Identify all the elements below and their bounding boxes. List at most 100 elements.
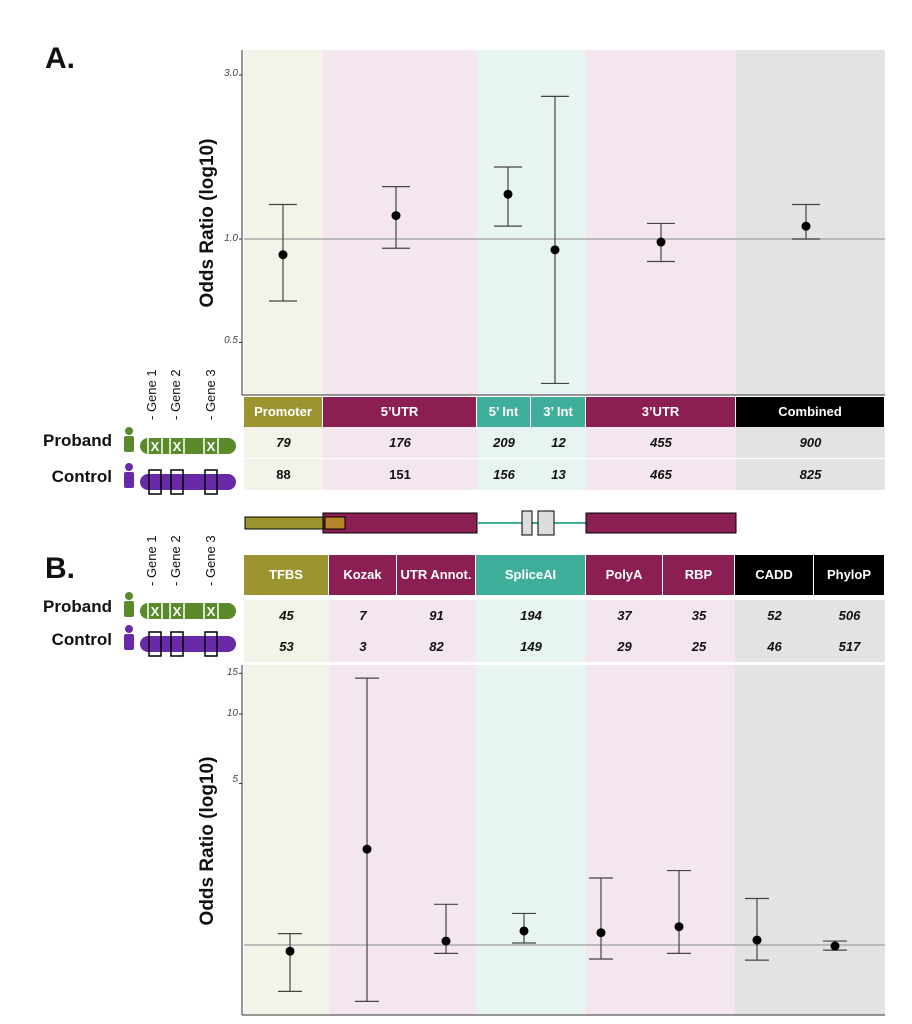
panel-b-point <box>285 946 295 956</box>
a-control-label: Control <box>51 467 112 486</box>
panel-b-band <box>476 665 586 1015</box>
b-proband-tfbs: 45 <box>244 600 329 631</box>
panel-a-proband-icon <box>125 427 133 435</box>
panel-b-control-gene-box <box>170 631 184 657</box>
a-proband-3utr: 455 <box>586 427 736 458</box>
panel-b-point <box>519 926 529 936</box>
panel-b-control-icon <box>125 625 133 633</box>
b-control-cadd: 46 <box>735 631 814 662</box>
panel-b-point <box>752 935 762 945</box>
panel-a-point <box>656 237 666 247</box>
b-control-polya: 29 <box>586 631 663 662</box>
a-proband-5utr: 176 <box>323 427 477 458</box>
panel-b-label: B. <box>45 552 75 585</box>
b-proband-kozak: 7 <box>329 600 397 631</box>
header-spliceai: SpliceAI <box>476 555 586 595</box>
b-gene-1-label: - Gene 1 <box>144 535 159 586</box>
a-proband-promoter: 79 <box>244 427 323 458</box>
panel-b-control-gene-box <box>204 631 218 657</box>
a-control-5int: 156 <box>477 459 531 490</box>
b-control-spliceai: 149 <box>476 631 586 662</box>
panel-b-point <box>441 936 451 946</box>
b-proband-utr-annot: 91 <box>397 600 476 631</box>
a-control-promoter: 88 <box>244 459 323 490</box>
panel-a-control-gene-box <box>148 469 162 495</box>
panel-a-label: A. <box>45 42 75 75</box>
panel-b-variant-x-icon: X <box>173 604 182 619</box>
a-proband-label: Proband <box>43 431 112 450</box>
panel-b-proband-gene-box <box>169 601 185 621</box>
header-5utr: 5’UTR <box>323 397 477 427</box>
schematic-kozak <box>324 516 346 530</box>
panel-b-variant-x-icon: X <box>207 604 216 619</box>
panel-a-variant-x-icon: X <box>173 439 182 454</box>
a-control-5utr: 151 <box>323 459 477 490</box>
panel-a-proband-gene-box <box>169 436 185 456</box>
panel-b-band <box>735 665 885 1015</box>
a-proband-5int: 209 <box>477 427 531 458</box>
panel-a-point <box>503 189 513 199</box>
b-proband-phylop: 506 <box>814 600 885 631</box>
b-proband-polya: 37 <box>586 600 663 631</box>
header-tfbs: TFBS <box>244 555 329 595</box>
schematic-5utr <box>322 512 478 534</box>
panel-a-variant-x-icon: X <box>151 439 160 454</box>
panel-b-control-chromosome <box>140 636 236 652</box>
b-control-tfbs: 53 <box>244 631 329 662</box>
header-3utr: 3’UTR <box>586 397 736 427</box>
b-control-phylop: 517 <box>814 631 885 662</box>
panel-a-control-gene-box <box>204 469 218 495</box>
panel-b-point <box>596 928 606 938</box>
panel-b-proband-gene-box <box>203 601 219 621</box>
panel-a-proband-gene-box <box>147 436 163 456</box>
panel-a-ytick: 0.5 <box>224 335 238 346</box>
a-control-3utr: 465 <box>586 459 736 490</box>
b-control-kozak: 3 <box>329 631 397 662</box>
panel-a-point <box>391 211 401 221</box>
schematic-promoter <box>244 516 324 530</box>
panel-a-band <box>586 50 736 395</box>
panel-b-point <box>674 922 684 932</box>
header-5int: 5’ Int <box>477 397 531 427</box>
panel-b-band <box>329 665 476 1015</box>
panel-b-proband-icon <box>124 601 134 617</box>
panel-b-ytick: 15 <box>226 667 238 678</box>
b-control-rbp: 25 <box>663 631 735 662</box>
panel-a-point <box>550 245 560 255</box>
panel-a-control-gene-box <box>170 469 184 495</box>
panel-b-ytick: 5 <box>232 774 238 785</box>
b-proband-rbp: 35 <box>663 600 735 631</box>
panel-a-point <box>278 250 288 260</box>
header-polya: PolyA <box>586 555 663 595</box>
b-proband-cadd: 52 <box>735 600 814 631</box>
b-proband-spliceai: 194 <box>476 600 586 631</box>
b-gene-2-label: - Gene 2 <box>168 535 183 586</box>
b-control-label: Control <box>51 630 112 649</box>
panel-b-proband-gene-box <box>147 601 163 621</box>
panel-a-ylabel: Odds Ratio (log10) <box>197 138 218 308</box>
panel-b-control-icon <box>124 634 134 650</box>
panel-b-point <box>830 941 840 951</box>
panel-a-proband-chromosome <box>140 438 236 454</box>
a-gene-3-label: - Gene 3 <box>203 369 218 420</box>
panel-b-point <box>362 844 372 854</box>
panel-a-control-chromosome <box>140 474 236 490</box>
panel-b-ytick: 10 <box>226 708 238 719</box>
header-kozak: Kozak <box>329 555 397 595</box>
b-proband-label: Proband <box>43 597 112 616</box>
a-proband-3int: 12 <box>531 427 586 458</box>
header-rbp: RBP <box>663 555 735 595</box>
panel-a-control-icon <box>124 472 134 488</box>
a-gene-1-label: - Gene 1 <box>144 369 159 420</box>
panel-a-band <box>323 50 477 395</box>
a-gene-2-label: - Gene 2 <box>168 369 183 420</box>
panel-b-proband-chromosome <box>140 603 236 619</box>
panel-a-control-icon <box>125 463 133 471</box>
panel-b-variant-x-icon: X <box>151 604 160 619</box>
panel-a-ytick: 3.0 <box>224 68 238 79</box>
schematic-splice-exon <box>521 510 533 536</box>
header-utr-annot: UTR Annot. <box>397 555 476 595</box>
a-control-3int: 13 <box>531 459 586 490</box>
panel-b-proband-icon <box>125 592 133 600</box>
